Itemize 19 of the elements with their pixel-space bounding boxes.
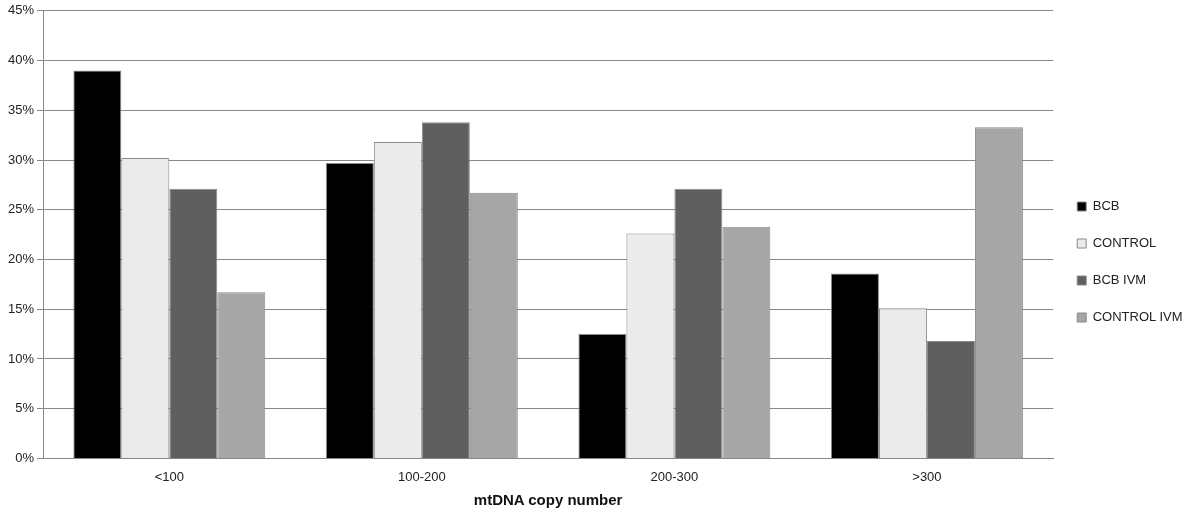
legend-label: BCB IVM <box>1092 272 1147 288</box>
y-tick-label: 45% <box>7 2 35 18</box>
y-tick-label: 0% <box>15 449 35 465</box>
y-tick-label: 40% <box>7 52 35 68</box>
x-tick-label: 100-200 <box>397 468 446 484</box>
y-tick-label: 30% <box>7 151 35 167</box>
y-tick-label: 15% <box>7 300 35 316</box>
y-tick-label: 5% <box>15 400 35 416</box>
y-tick-label: 25% <box>7 201 35 217</box>
legend-label: BCB <box>1092 198 1120 214</box>
x-tick-label: <100 <box>154 468 184 484</box>
legend-label: CONTROL IVM <box>1092 309 1183 325</box>
y-tick-label: 10% <box>7 350 35 366</box>
x-tick-label: 200-300 <box>650 468 699 484</box>
y-tick-label: 35% <box>7 101 35 117</box>
legend-label: CONTROL <box>1092 235 1157 251</box>
x-axis-title: mtDNA copy number <box>473 491 623 509</box>
y-tick-label: 20% <box>7 251 35 267</box>
x-tick-label: >300 <box>912 468 942 484</box>
